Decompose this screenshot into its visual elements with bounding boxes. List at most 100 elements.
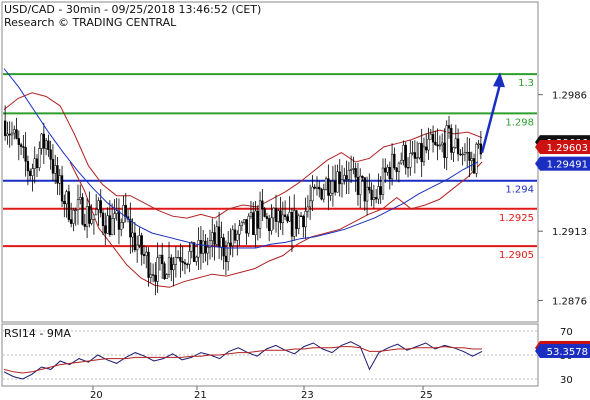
candle-body <box>124 205 127 217</box>
candle-body <box>452 147 455 153</box>
candle-body <box>395 167 398 172</box>
candle-body <box>377 186 380 200</box>
candle-body <box>240 222 244 226</box>
candle-body <box>386 166 389 173</box>
candle-body <box>15 129 18 139</box>
candle-body <box>170 257 173 271</box>
candle-body <box>29 170 32 176</box>
candle-body <box>40 133 43 149</box>
price-tag <box>540 140 590 155</box>
candle-body <box>427 138 430 151</box>
candle-body <box>283 214 287 217</box>
candle-body <box>163 263 166 279</box>
candle-body <box>254 210 257 236</box>
candle-body <box>472 158 476 174</box>
candle-body <box>470 158 473 161</box>
candle-body <box>44 140 48 149</box>
candle-body <box>468 151 471 161</box>
candle-body <box>393 153 396 169</box>
candle-body <box>441 142 444 146</box>
candle-body <box>83 223 86 227</box>
candle-body <box>306 206 310 212</box>
candle-body <box>147 251 150 278</box>
candle-body <box>466 151 469 154</box>
candle-body <box>13 129 16 134</box>
candle-body <box>158 254 162 259</box>
level-label: 1.2925 <box>499 213 534 224</box>
candle-body <box>295 210 298 229</box>
candle-body <box>349 169 353 171</box>
candle-body <box>211 232 214 241</box>
price-tag-pointer <box>535 140 540 155</box>
projection-arrow-head <box>493 72 505 88</box>
candle-body <box>145 251 148 256</box>
candle-body <box>279 210 282 224</box>
candle-body <box>154 274 157 282</box>
candle-body <box>347 169 350 180</box>
candle-body <box>97 200 100 210</box>
candle-body <box>272 207 275 219</box>
candle-body <box>101 212 105 226</box>
candle-body <box>343 175 346 180</box>
candle-body <box>131 232 134 238</box>
candle-body <box>345 175 348 180</box>
candle-body <box>172 264 175 271</box>
candle-body <box>363 177 366 202</box>
candle-body <box>252 212 255 236</box>
candle-body <box>324 178 328 190</box>
candle-body <box>456 138 460 155</box>
candle-body <box>397 162 401 172</box>
candle-body <box>142 254 146 256</box>
candle-body <box>202 240 205 254</box>
candle-body <box>3 120 7 137</box>
candle-body <box>368 186 371 191</box>
price-panel-frame <box>1 1 539 323</box>
candle-body <box>431 133 435 143</box>
candle-body <box>213 232 216 245</box>
candle-body <box>65 191 68 205</box>
rsi-tag-label: 53.3578 <box>547 347 588 358</box>
price-tag-label: 1.29491 <box>547 160 588 171</box>
candle-body <box>108 215 111 235</box>
candle-body <box>299 215 303 217</box>
candle-body <box>413 152 417 159</box>
candle-body <box>236 233 239 241</box>
rsi-panel-title: RSI14 - 9MA <box>4 327 71 340</box>
candle-body <box>117 210 121 230</box>
candle-body <box>22 146 25 148</box>
candle-body <box>318 186 321 190</box>
rsi-axis-label: 70 <box>560 327 573 338</box>
rsi-series-line <box>3 341 483 380</box>
candle-body <box>19 144 23 147</box>
candle-body <box>10 132 14 136</box>
chart-header-title: USD/CAD - 30min - 09/25/2018 13:46:52 (C… <box>4 3 261 16</box>
price-tag-pointer <box>535 156 540 171</box>
candle-body <box>263 208 266 217</box>
candle-body <box>47 140 50 151</box>
candle-body <box>277 210 280 222</box>
candle-body <box>404 144 407 168</box>
candle-body <box>354 168 357 178</box>
candle-body <box>186 263 189 266</box>
candle-body <box>261 200 264 209</box>
candle-body <box>438 144 442 147</box>
candle-body <box>356 176 360 195</box>
candle-body <box>461 153 464 156</box>
candle-body <box>231 229 234 246</box>
candle-body <box>436 144 439 147</box>
rsi-tag <box>540 343 590 358</box>
candle-body <box>224 255 228 262</box>
level-label: 1.294 <box>505 185 534 196</box>
candle-body <box>63 200 66 205</box>
candle-body <box>149 274 152 278</box>
candle-body <box>242 219 246 223</box>
candle-body <box>329 192 332 196</box>
candle-body <box>420 143 423 163</box>
candle-body <box>35 158 39 168</box>
candle-body <box>274 207 278 222</box>
candle-body <box>411 152 414 154</box>
candle-body <box>384 167 387 173</box>
candle-body <box>336 171 339 193</box>
time-axis-label: 25 <box>420 390 433 400</box>
